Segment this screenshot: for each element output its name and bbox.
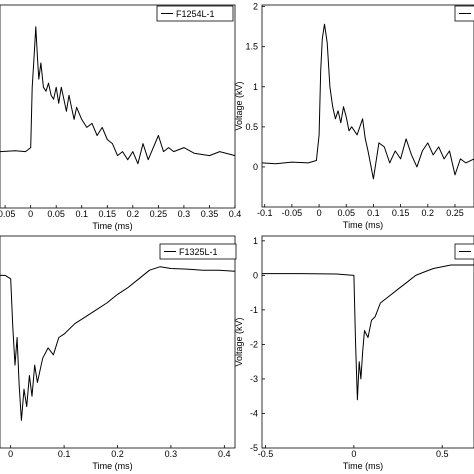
y-tick-label: 1 (253, 82, 258, 92)
y-tick-label: -2 (250, 339, 258, 349)
x-tick-label: 0.35 (201, 209, 219, 219)
x-axis-label: Time (ms) (92, 461, 132, 471)
x-tick-label: 0.05 (47, 209, 65, 219)
x-tick-label: 0 (8, 449, 13, 459)
y-tick-label: 2 (253, 2, 258, 12)
y-tick-label: -4 (250, 408, 258, 418)
x-tick-label: -0.1 (257, 208, 273, 218)
x-tick-label: 0.1 (75, 209, 88, 219)
x-axis-label: Time (ms) (92, 221, 132, 231)
data-line (0, 266, 236, 421)
plot-frame (261, 235, 474, 449)
x-tick-label: 0.25 (446, 208, 464, 218)
x-tick-label: -0.5 (258, 449, 274, 459)
x-tick-label: 0.4 (218, 449, 231, 459)
y-axis-label: Voltage (kV) (234, 317, 244, 366)
x-tick-label: 0.3 (178, 209, 191, 219)
legend-label: F1254L-1 (176, 9, 215, 19)
x-tick-label: 0 (28, 209, 33, 219)
data-line (0, 26, 236, 165)
y-tick-label: 1.5 (245, 42, 258, 52)
x-tick-label: 0.4 (229, 209, 242, 219)
x-tick-label: 0.2 (127, 209, 140, 219)
legend-label: F1325L-1 (179, 247, 218, 257)
x-axis-label: Time (ms) (343, 461, 383, 471)
x-axis-label: Time (ms) (343, 220, 383, 230)
legend-box (159, 243, 237, 260)
x-tick-label: 0.25 (150, 209, 168, 219)
plot-frame (261, 4, 474, 208)
x-tick-label: 0.15 (99, 209, 117, 219)
data-line (261, 23, 474, 180)
x-tick-label: 0.3 (165, 449, 178, 459)
y-tick-label: -5 (250, 443, 258, 453)
x-tick-label: 0 (317, 208, 322, 218)
x-tick-label: 0.1 (367, 208, 380, 218)
y-axis-label: Voltage (kV) (234, 81, 244, 130)
y-tick-label: 0.5 (245, 122, 258, 132)
x-tick-label: -0.05 (282, 208, 303, 218)
y-tick-label: 1 (253, 236, 258, 246)
plot-frame (0, 4, 236, 209)
data-line (262, 264, 474, 401)
y-tick-label: -1 (250, 305, 258, 315)
y-tick-label: 0 (253, 162, 258, 172)
x-tick-label: 0.1 (58, 449, 71, 459)
x-tick-label: -0.05 (0, 209, 15, 219)
y-tick-label: -3 (250, 374, 258, 384)
x-tick-label: 0.5 (436, 449, 449, 459)
legend-box (156, 5, 234, 22)
x-tick-label: 0.05 (337, 208, 355, 218)
x-tick-label: 0.15 (392, 208, 410, 218)
x-tick-label: 0.2 (111, 449, 124, 459)
y-tick-label: 0 (253, 270, 258, 280)
x-tick-label: 0.2 (422, 208, 435, 218)
plot-frame (0, 235, 236, 449)
x-tick-label: 0 (351, 449, 356, 459)
